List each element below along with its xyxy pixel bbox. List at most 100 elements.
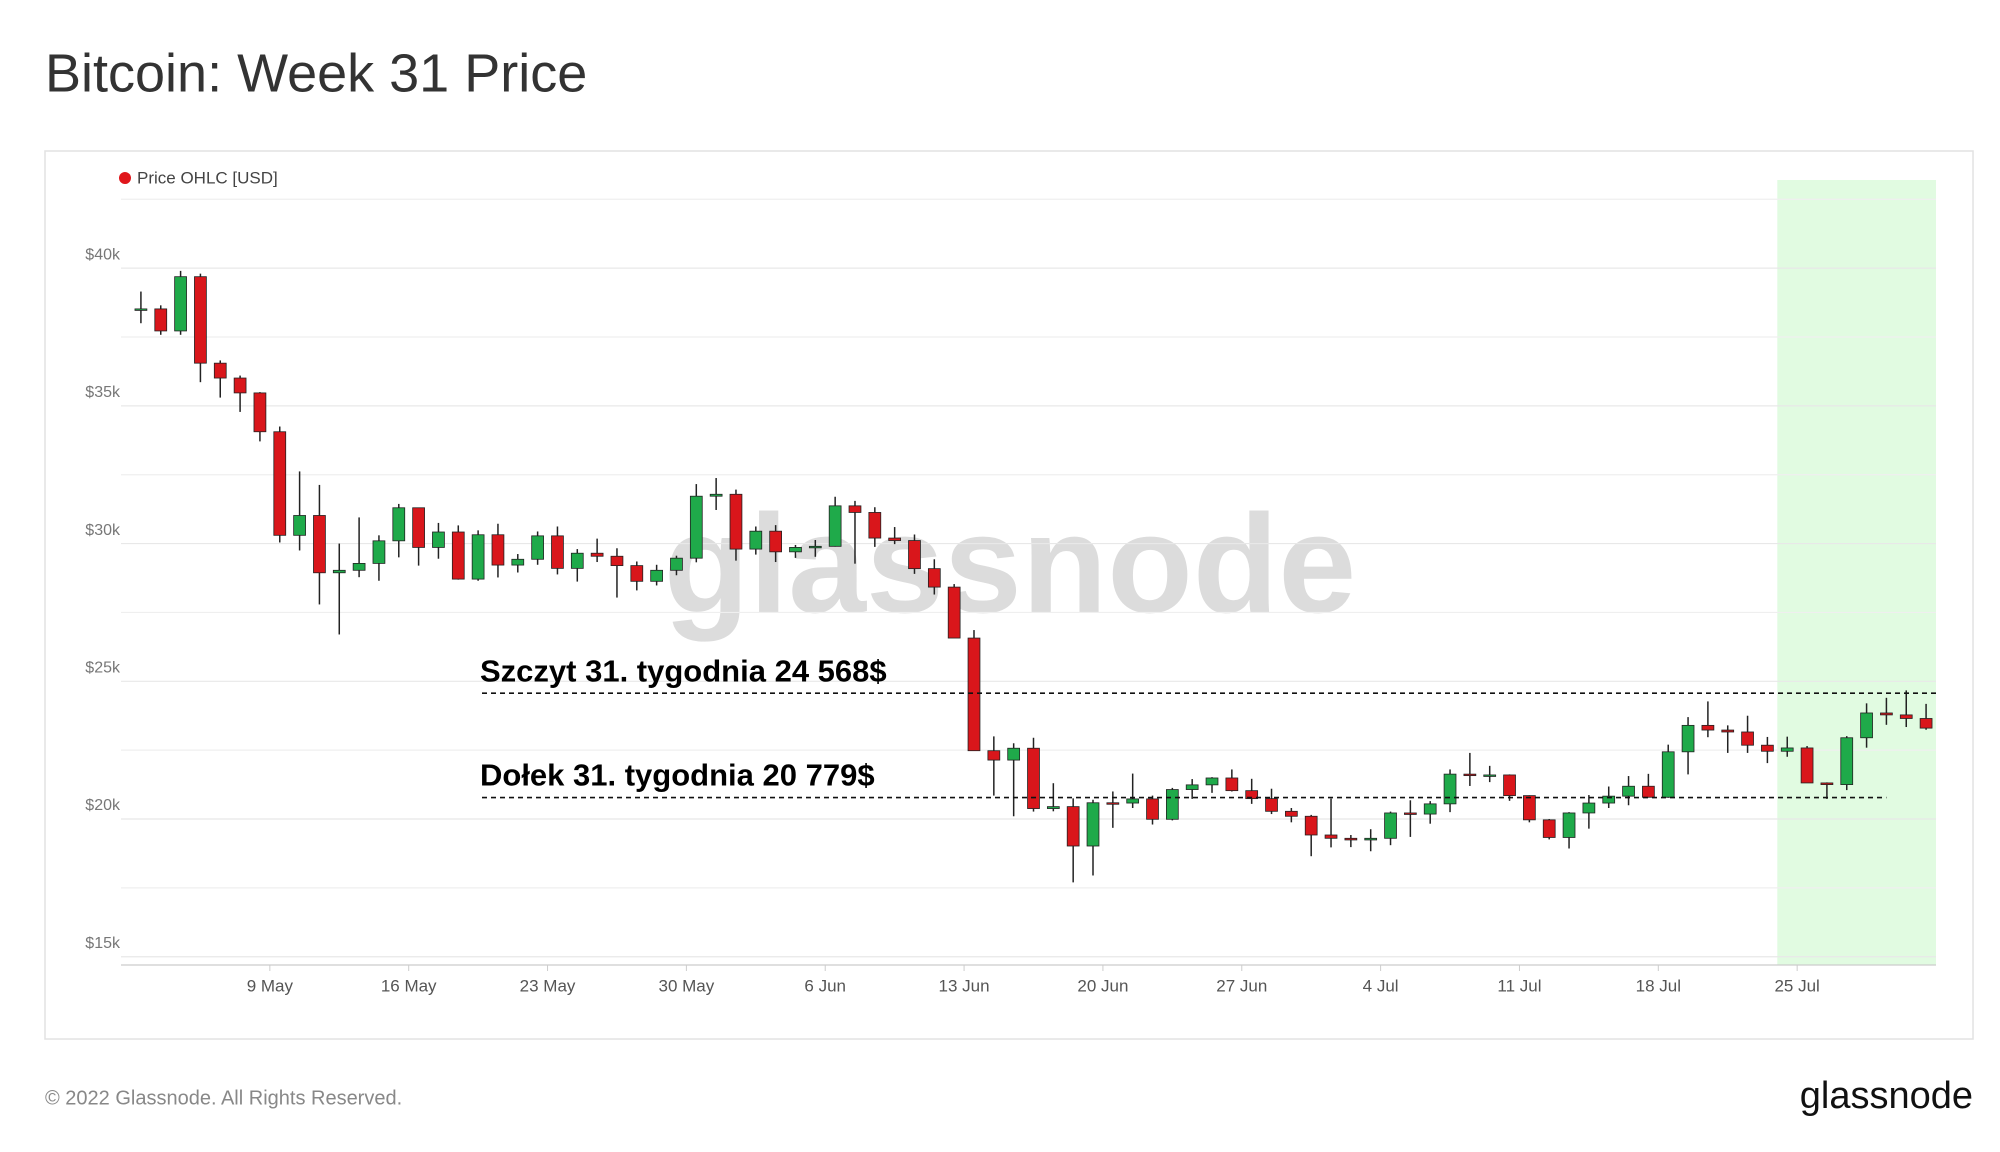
candle-body [1027,747,1040,809]
candle-body [1622,785,1635,797]
candle-body [134,308,148,311]
legend-label: Price OHLC [USD] [137,168,278,187]
candle-body [313,515,326,574]
legend-dot [119,172,131,184]
candle-body [1880,712,1893,716]
annotation-text: Szczyt 31. tygodnia 24 568$ [480,653,887,688]
x-tick-label: 18 Jul [1636,976,1681,995]
candle-body [233,377,247,394]
plot: glassnode $15k $20k $25k $30k $35k $40k 9 May 16… [85,168,1936,995]
candle-body [1820,782,1834,785]
candle-body [213,362,227,379]
chart-frame [44,150,1974,1040]
candle-body [1443,773,1457,805]
candle-body [1285,810,1298,817]
candle-body [1225,777,1239,792]
candle-body [1344,837,1358,841]
candle-body [1523,795,1536,821]
logo: glassnode [1800,1075,1973,1117]
candle-body [551,535,564,569]
candle-body [967,637,981,752]
highlight-band [1777,180,1936,965]
candle-body [570,552,584,569]
candle-body [1384,812,1397,839]
page-title: Bitcoin: Week 31 Price [45,43,587,103]
x-tick-label: 6 Jun [804,976,846,995]
y-tick-label: $35k [85,384,121,401]
candle-body [511,558,525,566]
candle-body [1899,714,1913,719]
candle-body [828,505,842,547]
candle-body [1404,812,1417,815]
candle-body [1245,790,1259,800]
candle-body [352,563,366,571]
candle-body [1185,784,1199,790]
candle-body [293,515,306,536]
x-tick-label: 25 Jul [1774,976,1819,995]
candle-body [1860,712,1873,739]
candle-body [610,555,624,567]
candle-body [1681,724,1695,753]
candle-body [848,505,862,513]
candle-body [808,545,822,549]
x-tick-label: 9 May [247,976,294,995]
candle-body [1582,802,1596,814]
candle-body [531,535,544,560]
candle-body [689,495,703,559]
candle-body [590,552,604,557]
candle-body [1146,798,1159,820]
candle-body [630,565,644,582]
candle-body [908,540,921,570]
x-tick-label: 16 May [381,976,437,995]
candle-body [1165,789,1179,820]
candle-body [194,276,207,364]
x-tick-label: 4 Jul [1363,976,1399,995]
y-tick-label: $30k [85,522,121,539]
x-tick-label: 13 Jun [939,976,990,995]
candle-body [1483,774,1497,777]
candle-body [412,507,425,548]
candle-body [650,569,663,582]
candle-body [1126,798,1140,804]
candle-body [491,534,505,566]
candle-body [769,530,782,553]
candle-body [789,547,802,553]
candle-body [1800,747,1814,784]
candle-body [1364,837,1378,841]
candle-body [947,586,961,639]
candle-body [1423,803,1437,815]
y-tick-label: $40k [85,246,121,263]
candle-body [1562,812,1576,838]
candle-body [432,531,445,548]
candle-body [471,534,485,580]
candle-body [174,276,187,332]
candle-body [1741,731,1754,746]
candle-body [1721,729,1735,733]
x-tick-label: 11 Jul [1497,976,1541,995]
x-tick-label: 23 May [520,976,576,995]
y-tick-label: $25k [85,660,121,677]
candle-body [1602,795,1616,804]
candle-body [1205,777,1219,786]
x-tick-label: 27 Jun [1216,976,1267,995]
candle-body [927,568,941,588]
candle-body [1701,724,1715,731]
watermark: glassnode [664,485,1356,642]
y-tick-label: $20k [85,797,121,814]
x-tick-label: 30 May [659,976,715,995]
candle-body [1840,737,1854,785]
candle-body [154,308,168,332]
candle-body [709,493,723,497]
candle-body [1106,802,1120,805]
candle-body [273,431,287,536]
candle-body [332,569,346,574]
candle-body [1542,819,1556,838]
candle-body [670,557,683,571]
candle-body [729,493,743,550]
candle-body [1265,798,1278,812]
candle-body [1304,815,1318,836]
candle-body [451,531,465,580]
candle-body [1066,806,1080,847]
candle-body [749,530,763,550]
